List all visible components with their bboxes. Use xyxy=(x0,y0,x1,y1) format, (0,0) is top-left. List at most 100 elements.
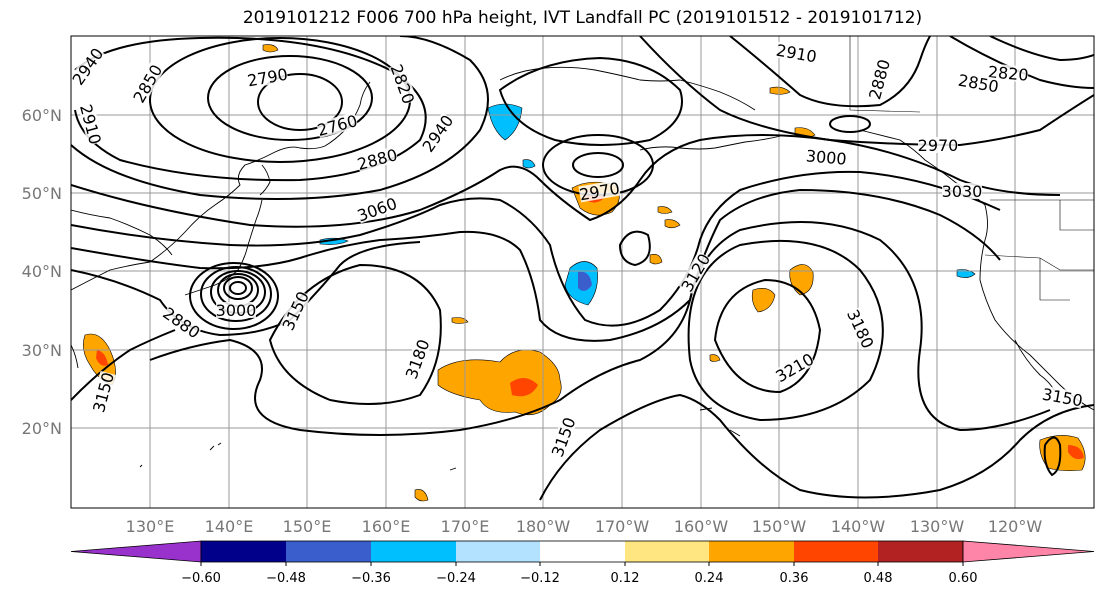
colorbar-tick-label: −0.12 xyxy=(520,571,560,586)
coast-namerica xyxy=(859,129,1094,411)
contour-line xyxy=(257,73,343,131)
height-contours xyxy=(71,36,1094,501)
contour-label: 2910 xyxy=(775,41,818,67)
contour-line xyxy=(200,266,272,322)
coast-baja xyxy=(1014,339,1056,393)
lon-label: 120°W xyxy=(988,517,1043,536)
lon-label: 140°E xyxy=(205,517,254,536)
contour-label: 2790 xyxy=(246,65,289,91)
contour-line xyxy=(949,36,1094,89)
colorbar-tick-label: −0.24 xyxy=(436,571,476,586)
contour-label: 3000 xyxy=(805,146,847,168)
coast-asia xyxy=(71,145,326,291)
colorbar-tick-label: 0.60 xyxy=(949,571,978,586)
coastlines xyxy=(71,66,1094,471)
svg-text:3150: 3150 xyxy=(279,288,313,333)
shade-negative xyxy=(522,159,536,169)
contour-label: 2880 xyxy=(865,57,894,101)
contour-line xyxy=(189,262,279,330)
lat-label: 40°N xyxy=(22,262,62,281)
svg-text:2820: 2820 xyxy=(386,62,418,107)
coast-alaska xyxy=(639,134,786,151)
contour-line xyxy=(74,36,427,182)
coast-japan xyxy=(184,199,263,296)
lon-label: 170°E xyxy=(441,517,490,536)
map-title: 2019101212 F006 700 hPa height, IVT Land… xyxy=(242,8,923,28)
contour-line xyxy=(71,329,176,401)
contour-line xyxy=(71,241,421,337)
contour-line xyxy=(687,239,884,422)
contour-line xyxy=(572,152,624,178)
lon-label: 180°W xyxy=(516,517,571,536)
contour-label: 2940 xyxy=(68,44,107,88)
coast-taiwan xyxy=(71,344,79,369)
contour-label: 3180 xyxy=(843,306,877,351)
contour-label: 2850 xyxy=(129,61,166,106)
svg-text:3000: 3000 xyxy=(216,301,257,320)
coast-japan xyxy=(259,164,271,196)
lon-label: 150°E xyxy=(283,517,332,536)
colorbar-extend-max xyxy=(962,540,1095,563)
shade-positive xyxy=(789,264,814,296)
lat-label: 20°N xyxy=(22,419,62,438)
shade-positive xyxy=(262,44,279,53)
lat-label: 50°N xyxy=(22,184,62,203)
contour-line xyxy=(207,55,373,141)
colorbar-tick-label: 0.12 xyxy=(611,571,640,586)
contour-line xyxy=(223,276,253,300)
svg-text:3150: 3150 xyxy=(1041,385,1084,411)
shade-positive-core xyxy=(510,377,538,397)
map-frame xyxy=(70,35,1095,509)
lon-label: 160°W xyxy=(674,517,729,536)
contour-label: 3150 xyxy=(279,288,313,333)
contour-label: 3180 xyxy=(402,337,434,382)
colorbar-tick-label: 0.24 xyxy=(695,571,724,586)
colorbar-tick-label: 0.36 xyxy=(780,571,809,586)
svg-text:3180: 3180 xyxy=(402,337,434,382)
shade-negative xyxy=(487,103,523,141)
shade-positive xyxy=(657,206,673,214)
svg-text:2910: 2910 xyxy=(775,41,818,67)
contour-line xyxy=(149,221,1051,436)
contour-line xyxy=(989,36,1094,62)
svg-text:2940: 2940 xyxy=(418,111,457,155)
graticule xyxy=(71,36,1094,508)
svg-text:2790: 2790 xyxy=(246,65,289,91)
contour-label: 2880 xyxy=(355,145,399,174)
contour-line xyxy=(71,170,1001,327)
svg-text:2970: 2970 xyxy=(918,136,959,155)
contour-line xyxy=(1043,436,1062,477)
contour-label: 2970 xyxy=(918,136,959,155)
contour-line xyxy=(71,188,1001,342)
contour-line xyxy=(268,263,442,405)
contour-label: 3150 xyxy=(1041,385,1084,411)
svg-text:2880: 2880 xyxy=(159,303,203,342)
lat-label: 60°N xyxy=(22,106,62,125)
colorbar-bin xyxy=(456,541,540,562)
lon-label: 150°W xyxy=(752,517,807,536)
coast-asia xyxy=(71,209,173,256)
lon-label: 130°W xyxy=(910,517,965,536)
colorbar-bin xyxy=(709,541,794,562)
lon-label: 140°W xyxy=(831,517,886,536)
contour-line xyxy=(639,36,1094,147)
svg-text:3000: 3000 xyxy=(805,146,847,168)
latitude-labels: 60°N 50°N 40°N 30°N 20°N xyxy=(22,106,62,438)
contour-label: 2940 xyxy=(418,111,457,155)
svg-text:2880: 2880 xyxy=(355,145,399,174)
lon-label: 130°E xyxy=(126,517,175,536)
colorbar-bin xyxy=(878,541,963,562)
svg-text:2940: 2940 xyxy=(68,44,107,88)
svg-text:3030: 3030 xyxy=(942,182,983,201)
lon-label: 170°W xyxy=(595,517,650,536)
colorbar-bin xyxy=(201,541,286,562)
shade-positive xyxy=(769,86,791,95)
contour-line xyxy=(229,281,247,295)
shade-positive xyxy=(451,317,469,324)
contour-line xyxy=(713,278,822,394)
shade-positive xyxy=(649,254,663,265)
contour-line xyxy=(71,36,489,200)
contour-line xyxy=(618,230,651,267)
